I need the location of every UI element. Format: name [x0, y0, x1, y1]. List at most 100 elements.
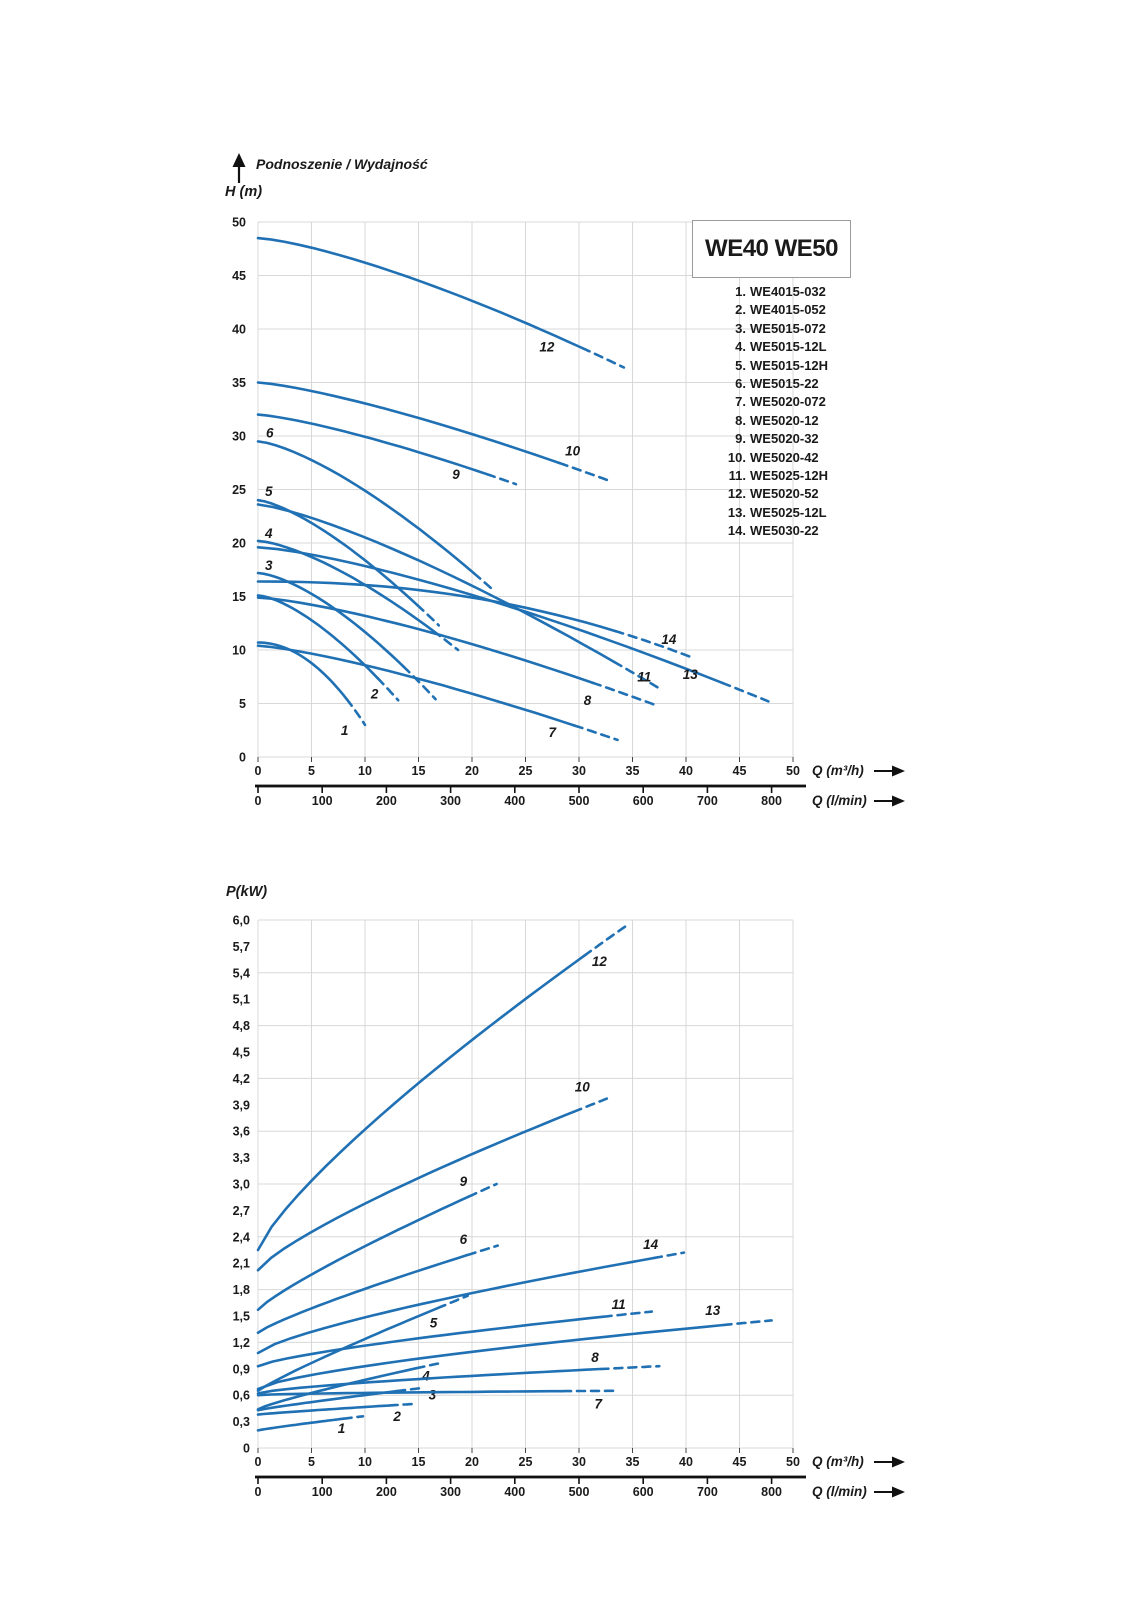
curve-10-dashed-tail	[558, 461, 609, 482]
curve-3-dashed-tail	[395, 1386, 422, 1393]
lmin-tick-label: 500	[569, 794, 590, 808]
curve-11	[256, 503, 616, 664]
y-tick-label: 10	[232, 644, 246, 658]
lmin-tick-label: 400	[504, 1485, 525, 1499]
curve-label-7: 7	[595, 1397, 604, 1412]
curve-12-dashed-tail	[580, 346, 626, 369]
legend-item-number: 8.	[735, 412, 746, 428]
x-tick-label: 30	[572, 764, 586, 778]
curve-14	[256, 1256, 656, 1355]
right-arrow-icon	[892, 795, 905, 807]
p-axis-label: P(kW)	[226, 884, 268, 900]
legend-item-model: WE5015-12L	[750, 339, 827, 355]
curve-label-4: 4	[421, 1368, 430, 1383]
legend-item-number: 6.	[735, 376, 746, 392]
x-tick-label: 50	[786, 1455, 800, 1469]
legend-item: 9. WE5020-32	[722, 430, 828, 448]
y-tick-label: 4,5	[233, 1046, 250, 1060]
lmin-tick-label: 700	[697, 1485, 718, 1499]
y-tick-label: 5,7	[233, 940, 250, 954]
right-arrow-icon	[892, 1486, 905, 1498]
curve-5-dashed-tail	[436, 1294, 469, 1310]
y-tick-label: 0,3	[233, 1415, 250, 1429]
lmin-tick-label: 100	[312, 1485, 333, 1499]
lmin-tick-label: 600	[633, 1485, 654, 1499]
right-arrow-icon	[892, 1456, 905, 1468]
legend-item: 3. WE5015-072	[722, 320, 828, 338]
legend-item-number: 13.	[727, 504, 746, 520]
curve-2	[256, 1404, 391, 1416]
x-tick-label: 45	[733, 1455, 747, 1469]
legend-item-model: WE5015-12H	[750, 357, 829, 373]
curve-label-12: 12	[539, 340, 555, 355]
legend-item-number: 14.	[727, 523, 746, 539]
curve-11-dashed-tail	[602, 1310, 654, 1318]
y-tick-label: 2,7	[233, 1204, 250, 1218]
curve-label-13: 13	[683, 667, 699, 682]
y-tick-label: 20	[232, 537, 246, 551]
y-tick-label: 2,4	[233, 1230, 250, 1244]
legend-item: 7. WE5020-072	[722, 393, 828, 411]
y-tick-label: 1,8	[233, 1283, 250, 1297]
legend-item-model: WE5015-22	[750, 376, 819, 392]
y-tick-label: 5	[239, 697, 246, 711]
curve-14-dashed-tail	[652, 1251, 686, 1260]
curve-12-dashed-tail	[583, 923, 630, 957]
lmin-tick-label: 0	[255, 794, 262, 808]
lmin-tick-label: 700	[697, 794, 718, 808]
curve-label-3: 3	[429, 1388, 437, 1403]
curve-label-6: 6	[266, 425, 274, 440]
curve-6	[256, 440, 476, 575]
y-tick-label: 30	[232, 430, 246, 444]
legend-item: 11. WE5025-12H	[722, 467, 828, 485]
curve-label-9: 9	[452, 467, 460, 482]
curve-label-9: 9	[460, 1174, 468, 1189]
legend-item: 4. WE5015-12L	[722, 338, 828, 356]
y-tick-label: 1,2	[233, 1336, 250, 1350]
legend-item: 8. WE5020-12	[722, 412, 828, 430]
x-tick-label: 30	[572, 1455, 586, 1469]
y-tick-label: 4,8	[233, 1019, 250, 1033]
curve-label-8: 8	[591, 1350, 599, 1365]
curve-3-dashed-tail	[402, 665, 437, 701]
y-tick-label: 6,0	[233, 914, 250, 928]
lmin-tick-label: 500	[569, 1485, 590, 1499]
curve-6-dashed-tail	[466, 1244, 499, 1257]
curve-2	[256, 594, 380, 680]
lmin-axis-bar	[255, 784, 806, 788]
curve-label-2: 2	[392, 1409, 401, 1424]
legend-item-number: 1.	[735, 284, 746, 299]
x-tick-label: 0	[255, 764, 262, 778]
x-axis-title-m3h: Q (m³/h)	[812, 763, 864, 778]
legend-item-model: WE5020-072	[750, 394, 826, 410]
lmin-tick-label: 800	[761, 1485, 782, 1499]
curve-13	[256, 1323, 725, 1391]
curve-9-dashed-tail	[467, 1182, 498, 1198]
curve-9	[256, 1195, 471, 1312]
curve-label-10: 10	[565, 443, 581, 458]
curve-1-dashed-tail	[342, 1415, 365, 1420]
curve-1-dashed-tail	[345, 698, 367, 727]
curve-5	[256, 1306, 440, 1393]
y-tick-label: 2,1	[233, 1257, 250, 1271]
curve-8-dashed-tail	[599, 1364, 661, 1371]
curve-4	[256, 539, 435, 633]
curve-10	[256, 381, 561, 465]
legend-item: 5. WE5015-12H	[722, 357, 828, 375]
y-tick-label: 50	[232, 216, 246, 230]
legend-item-number: 5.	[735, 357, 746, 373]
curve-4-dashed-tail	[415, 1361, 444, 1370]
legend-item-model: WE5020-12	[750, 412, 819, 428]
curve-label-3: 3	[265, 558, 273, 573]
x-tick-label: 35	[626, 764, 640, 778]
x-tick-label: 45	[733, 764, 747, 778]
legend-item-model: WE4015-032	[750, 284, 826, 299]
y-tick-label: 5,4	[233, 966, 250, 980]
legend-title-box: WE40 WE50	[692, 220, 851, 278]
curve-12	[256, 236, 584, 350]
chart-title: Podnoszenie / Wydajność	[256, 156, 428, 172]
y-tick-label: 3,0	[233, 1178, 250, 1192]
curve-6-dashed-tail	[472, 572, 496, 593]
curve-2-dashed-tail	[376, 677, 400, 702]
x-tick-label: 20	[465, 764, 479, 778]
